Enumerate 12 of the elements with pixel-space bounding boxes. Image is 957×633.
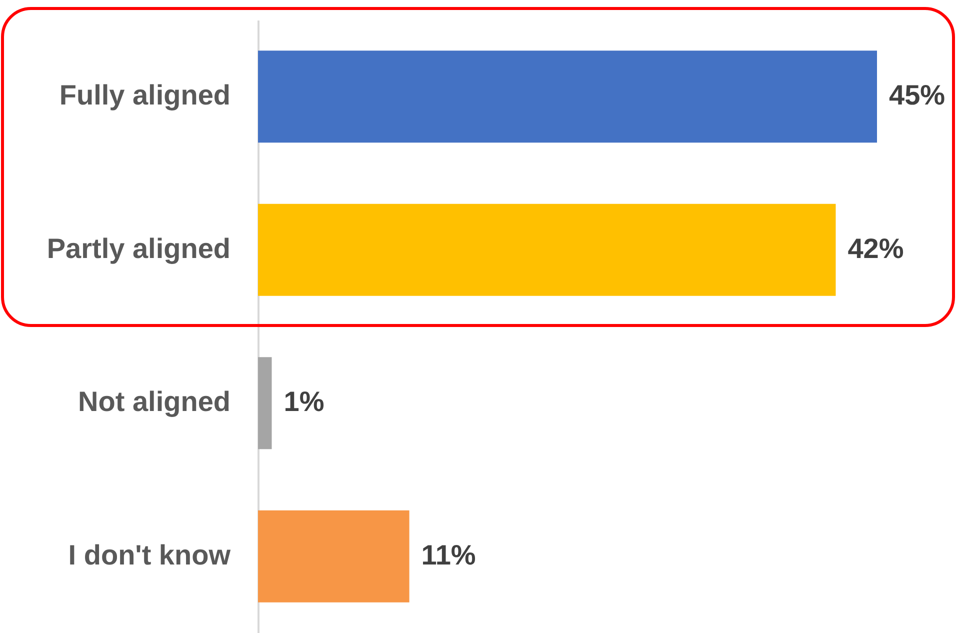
y-tick-label: I don't know xyxy=(68,539,231,570)
bar xyxy=(258,357,272,450)
data-label: 42% xyxy=(848,232,904,264)
bar xyxy=(258,204,836,296)
bar xyxy=(258,50,877,143)
y-tick-label: Not aligned xyxy=(78,386,230,418)
data-label: 45% xyxy=(889,80,946,111)
data-label: 1% xyxy=(284,386,324,418)
y-tick-label: Partly aligned xyxy=(46,232,230,264)
bar xyxy=(258,510,410,602)
data-label: 11% xyxy=(421,539,476,570)
y-tick-label: Fully aligned xyxy=(59,80,230,111)
